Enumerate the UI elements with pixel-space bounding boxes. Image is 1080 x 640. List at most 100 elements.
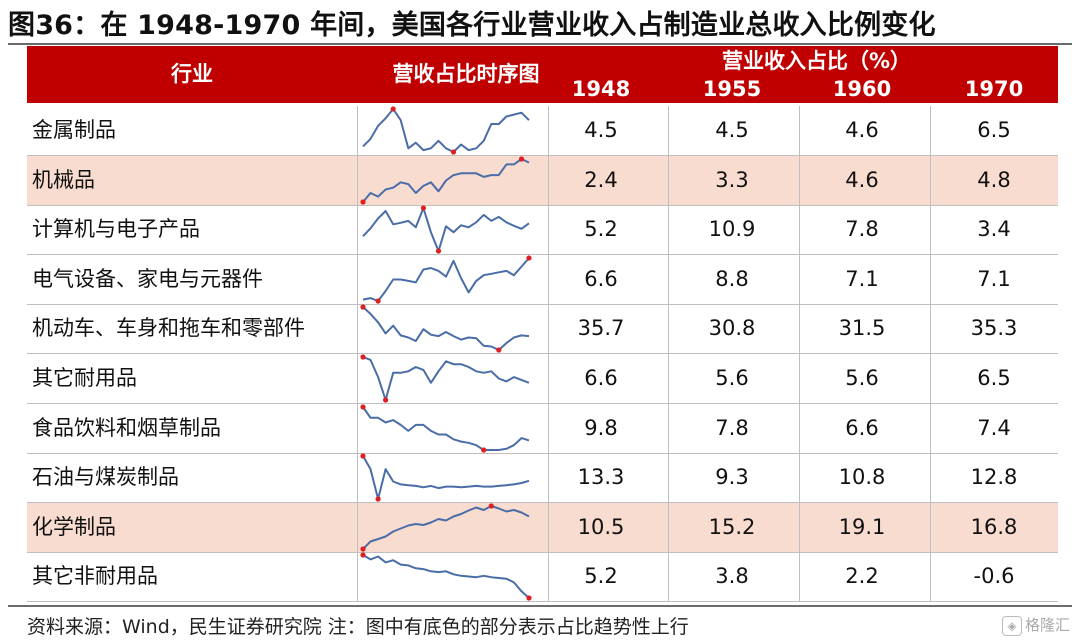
row-value-1955: 9.3 — [715, 465, 749, 490]
sparkline-high-marker — [488, 503, 494, 509]
column-divider — [548, 106, 549, 602]
row-industry-name: 金属制品 — [32, 118, 116, 142]
row-value-1960: 6.6 — [845, 415, 879, 440]
source-note: 资料来源：Wind，民生证券研究院 注：图中有底色的部分表示占比趋势性上行 — [27, 616, 689, 638]
watermark: ◈ 格隆汇 — [1001, 614, 1070, 636]
sparkline-high-marker — [518, 155, 525, 162]
sparkline-low-marker — [375, 496, 381, 502]
watermark-text: 格隆汇 — [1024, 616, 1070, 634]
sparkline-high-marker — [360, 552, 366, 558]
sparkline-path — [362, 455, 530, 501]
row-value-1960: 4.6 — [845, 118, 879, 142]
row-industry-name: 化学制品 — [32, 514, 116, 539]
table-row: 金属制品 4.5 4.5 4.6 6.5 — [27, 106, 1058, 156]
table-row: 食品饮料和烟草制品 9.8 7.8 6.6 7.4 — [27, 403, 1058, 454]
row-value-1970: 3.4 — [977, 217, 1011, 242]
row-value-1970: 6.5 — [977, 366, 1011, 390]
row-value-1955: 7.8 — [715, 415, 749, 440]
sparkline-high-marker — [360, 354, 366, 360]
row-value-1960: 2.2 — [845, 564, 879, 589]
header-year-1970: 1970 — [964, 77, 1024, 101]
row-value-1955: 30.8 — [708, 316, 756, 341]
header-year-1960: 1960 — [832, 77, 892, 101]
row-value-1948: 6.6 — [584, 366, 618, 390]
sparkline-path — [362, 108, 530, 153]
row-value-1960: 4.6 — [845, 167, 879, 192]
sparkline-low-marker — [360, 198, 366, 205]
sparkline-path — [362, 356, 530, 401]
row-sparkline — [362, 106, 530, 155]
table-row: 其它耐用品 6.6 5.6 5.6 6.5 — [27, 354, 1058, 404]
row-value-1960: 7.1 — [845, 266, 879, 291]
row-value-1955: 5.6 — [715, 366, 749, 390]
sparkline-low-marker — [496, 347, 502, 353]
row-industry-name: 机械品 — [32, 167, 95, 192]
row-value-1970: -0.6 — [973, 564, 1015, 589]
row-value-1955: 3.8 — [715, 564, 749, 589]
row-industry-name: 其它耐用品 — [32, 366, 137, 390]
row-value-1960: 5.6 — [845, 366, 879, 390]
row-industry-name: 其它非耐用品 — [32, 564, 158, 589]
sparkline-low-marker — [383, 397, 389, 403]
row-sparkline — [360, 403, 530, 453]
row-industry-name: 食品饮料和烟草制品 — [32, 415, 221, 440]
sparkline-path — [362, 257, 530, 302]
row-value-1948: 4.5 — [584, 118, 618, 142]
row-value-1970: 7.1 — [977, 266, 1011, 291]
sparkline-high-marker — [360, 304, 366, 310]
row-value-1955: 8.8 — [715, 266, 749, 291]
column-divider — [799, 106, 800, 602]
row-value-1970: 35.3 — [970, 316, 1018, 341]
sparkline-path — [362, 406, 530, 451]
header-sparkline: 营收占比时序图 — [392, 62, 540, 86]
sparkline-low-marker — [435, 248, 442, 254]
table-row: 其它非耐用品 5.2 3.8 2.2 -0.6 — [27, 552, 1058, 603]
row-value-1948: 5.2 — [584, 217, 618, 242]
column-divider — [668, 106, 669, 602]
footer-divider — [8, 605, 1072, 607]
row-value-1960: 31.5 — [838, 316, 886, 341]
header-year-1948: 1948 — [571, 77, 631, 101]
header-group: 营业收入占比（%） — [721, 49, 912, 73]
row-value-1960: 7.8 — [845, 217, 879, 242]
sparkline-low-marker — [375, 298, 381, 304]
row-value-1970: 4.8 — [977, 167, 1011, 192]
sparkline-low-marker — [526, 595, 532, 601]
header-year-1955: 1955 — [702, 77, 762, 101]
sparkline-low-marker — [481, 446, 487, 453]
row-value-1955: 15.2 — [708, 514, 756, 539]
sparkline-high-marker — [360, 453, 366, 459]
table-header: 行业 营收占比时序图 营业收入占比（%） 1948 1955 1960 1970 — [27, 46, 1058, 103]
row-value-1948: 6.6 — [584, 266, 618, 291]
row-sparkline — [360, 552, 532, 601]
row-value-1948: 10.5 — [577, 514, 625, 539]
column-divider — [930, 106, 931, 602]
sparkline-path — [362, 554, 530, 600]
sparkline-path — [362, 504, 530, 550]
row-value-1970: 6.5 — [977, 118, 1011, 142]
row-sparkline — [360, 304, 530, 353]
table-row: 石油与煤炭制品 13.3 9.3 10.8 12.8 — [27, 453, 1058, 504]
sparkline-path — [362, 207, 530, 253]
row-value-1948: 35.7 — [577, 316, 625, 341]
row-value-1955: 10.9 — [708, 217, 756, 242]
title-divider — [8, 43, 1072, 45]
row-sparkline — [362, 255, 532, 304]
row-sparkline — [360, 155, 530, 205]
row-value-1960: 10.8 — [838, 465, 886, 490]
row-sparkline — [360, 453, 530, 502]
row-sparkline — [360, 354, 530, 403]
table-row: 机械品 2.4 3.3 4.6 4.8 — [27, 155, 1058, 206]
page-title: 图36：在 1948-1970 年间，美国各行业营业收入占制造业总收入比例变化 — [8, 10, 936, 41]
row-value-1960: 19.1 — [838, 514, 886, 539]
sparkline-high-marker — [390, 106, 396, 112]
row-industry-name: 计算机与电子产品 — [32, 217, 200, 242]
header-industry: 行业 — [171, 62, 213, 86]
row-industry-name: 机动车、车身和拖车和零部件 — [32, 316, 305, 341]
sparkline-high-marker — [360, 403, 366, 410]
watermark-logo-icon: ◈ — [1001, 615, 1022, 636]
row-value-1948: 2.4 — [584, 167, 618, 192]
column-divider — [357, 106, 358, 602]
table-row: 电气设备、家电与元器件 6.6 8.8 7.1 7.1 — [27, 255, 1058, 305]
row-value-1948: 13.3 — [577, 465, 625, 490]
